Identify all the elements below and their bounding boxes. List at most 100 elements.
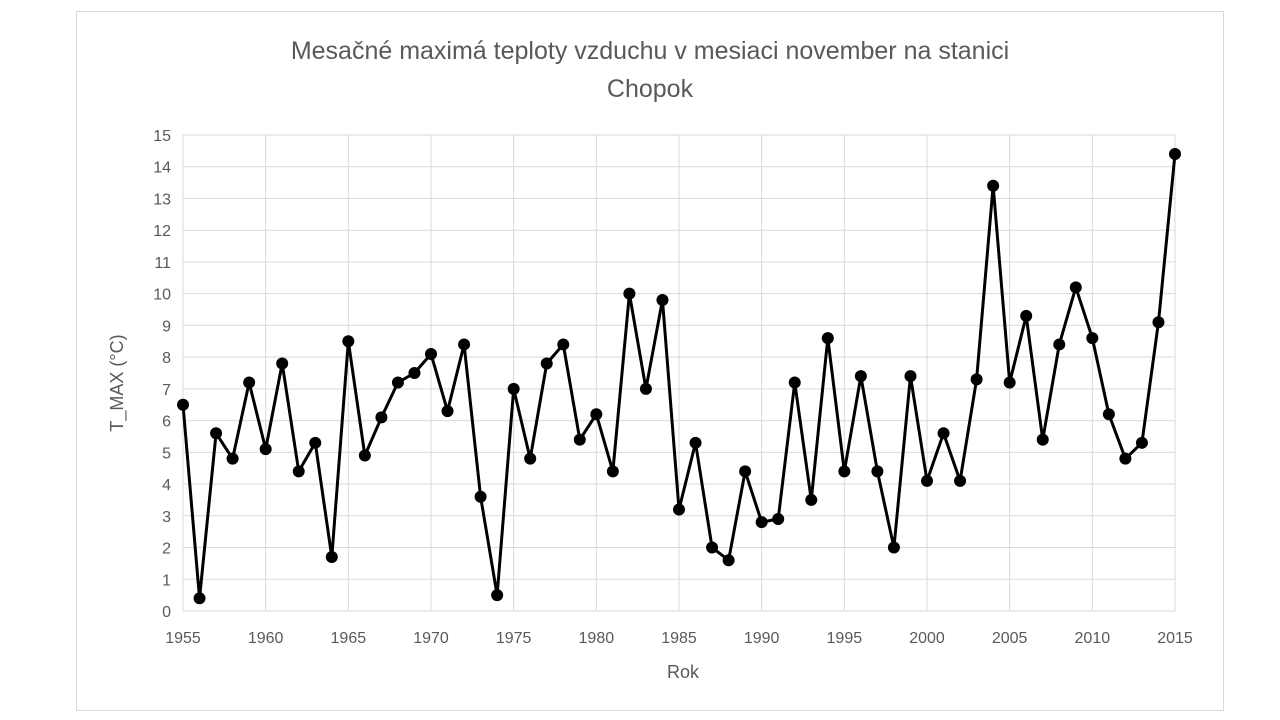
- data-point: [458, 338, 471, 351]
- data-point: [491, 589, 504, 602]
- data-point: [177, 398, 189, 411]
- data-point: [474, 490, 487, 503]
- data-point: [441, 405, 454, 418]
- data-point: [606, 465, 619, 478]
- x-tick-labels: 1955 1960 1965 1970 1975 1980 1985 1990 1995 2000…: [165, 630, 1193, 647]
- data-point: [1169, 148, 1181, 161]
- data-point: [309, 436, 322, 449]
- data-point: [788, 376, 801, 389]
- x-tick-label: 2010: [1075, 630, 1111, 647]
- data-point: [1053, 338, 1066, 351]
- data-point: [524, 452, 537, 465]
- y-tick-label: 11: [154, 255, 171, 272]
- data-point: [706, 541, 719, 554]
- y-tick-label: 1: [162, 572, 171, 589]
- data-point: [904, 370, 917, 383]
- data-point: [838, 465, 851, 478]
- data-point: [639, 382, 652, 395]
- data-point: [193, 592, 206, 605]
- data-point: [887, 541, 900, 554]
- data-point: [987, 179, 1000, 192]
- data-point: [937, 427, 950, 440]
- y-axis-title: T_MAX (°C): [107, 334, 128, 431]
- y-tick-label: 0: [162, 604, 171, 621]
- x-tick-label: 1965: [331, 630, 367, 647]
- x-tick-label: 2000: [909, 630, 945, 647]
- data-point: [1119, 452, 1132, 465]
- data-point: [507, 382, 520, 395]
- y-tick-label: 15: [153, 128, 171, 145]
- data-point: [772, 512, 785, 525]
- x-tick-label: 1975: [496, 630, 532, 647]
- data-point: [1086, 332, 1099, 345]
- data-point: [1102, 408, 1115, 421]
- chart-title-line-2: Chopok: [607, 75, 694, 103]
- data-point: [739, 465, 752, 478]
- data-point: [342, 335, 355, 348]
- data-point: [408, 367, 421, 379]
- y-tick-label: 7: [162, 382, 171, 399]
- data-point: [722, 554, 735, 567]
- data-point: [1135, 436, 1148, 449]
- y-tick-label: 5: [162, 445, 171, 462]
- data-point: [276, 357, 289, 370]
- data-point: [243, 376, 256, 389]
- data-point: [755, 516, 768, 529]
- x-tick-label: 1995: [827, 630, 863, 647]
- data-point: [1152, 316, 1165, 329]
- data-point: [210, 427, 223, 440]
- data-point: [540, 357, 553, 370]
- data-point: [821, 332, 834, 345]
- data-point: [805, 493, 818, 506]
- x-axis-title: Rok: [667, 662, 700, 682]
- data-markers: [177, 148, 1181, 605]
- y-tick-label: 13: [153, 191, 171, 208]
- x-tick-label: 2005: [992, 630, 1028, 647]
- x-tick-label: 1970: [413, 630, 449, 647]
- chart-title-line-1: Mesačné maximá teploty vzduchu v mesiaci…: [291, 37, 1009, 65]
- data-point: [954, 474, 967, 487]
- data-point: [573, 433, 586, 446]
- data-point: [871, 465, 884, 478]
- x-tick-label: 1980: [579, 630, 615, 647]
- x-tick-label: 1960: [248, 630, 284, 647]
- data-point: [1036, 433, 1049, 446]
- data-point: [1069, 281, 1082, 294]
- data-point: [673, 503, 685, 516]
- data-point: [921, 474, 933, 487]
- data-point: [1003, 376, 1016, 389]
- y-tick-label: 9: [162, 318, 171, 335]
- data-point: [656, 294, 669, 307]
- x-tick-label: 2015: [1157, 630, 1193, 647]
- y-tick-label: 2: [162, 541, 171, 558]
- y-tick-label: 14: [153, 160, 171, 177]
- data-point: [623, 287, 636, 300]
- x-tick-label: 1985: [661, 630, 697, 647]
- gridlines: [182, 134, 1176, 612]
- data-point: [689, 436, 702, 449]
- y-tick-label: 12: [153, 223, 171, 240]
- y-tick-label: 3: [162, 509, 171, 526]
- x-tick-label: 1990: [744, 630, 780, 647]
- chart-frame: 0 1 2 3 4 5 6 7 8 9 10 11 12 13 14 15 1955 1960 1965 1970 1…: [76, 11, 1224, 711]
- data-point: [375, 411, 388, 424]
- data-point: [325, 551, 338, 564]
- data-point: [292, 465, 305, 478]
- data-point: [391, 376, 404, 389]
- y-tick-label: 10: [153, 287, 171, 304]
- data-point: [1020, 309, 1033, 322]
- data-point: [854, 370, 867, 383]
- x-tick-label: 1955: [165, 630, 201, 647]
- y-tick-label: 4: [162, 477, 171, 494]
- data-point: [259, 443, 272, 456]
- data-point: [557, 338, 570, 351]
- data-point: [358, 449, 371, 462]
- data-point: [425, 347, 437, 360]
- y-tick-label: 6: [162, 414, 171, 431]
- y-tick-label: 8: [162, 350, 171, 367]
- data-point: [590, 408, 603, 421]
- data-point: [226, 452, 239, 465]
- data-point: [970, 373, 983, 386]
